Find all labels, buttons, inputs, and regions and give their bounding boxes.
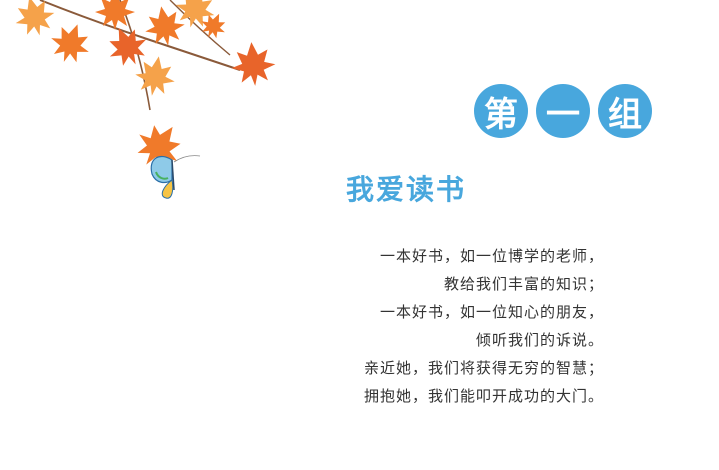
- poem-line: 拥抱她，我们能叩开成功的大门。: [363, 387, 604, 405]
- intro-poem: 一本好书，如一位博学的老师， 教给我们丰富的知识； 一本好书，如一位知心的朋友，…: [364, 242, 604, 410]
- poem-line: 教给我们丰富的知识；: [443, 275, 604, 293]
- group-badge-3: 组: [598, 84, 652, 138]
- poem-line: 亲近她，我们将获得无穷的智慧；: [363, 359, 604, 377]
- group-heading: 第 一 组: [474, 84, 652, 138]
- unit-title: 我爱读书: [346, 173, 467, 206]
- poem-line: 一本好书，如一位博学的老师，: [379, 247, 604, 265]
- group-badge-1: 第: [474, 84, 528, 138]
- butterfly-icon: [150, 155, 201, 199]
- poem-line: 倾听我们的诉说。: [475, 331, 604, 349]
- group-badge-2: 一: [536, 84, 590, 138]
- poem-line: 一本好书，如一位知心的朋友，: [379, 303, 604, 321]
- maple-leaves-icon: [9, 0, 278, 178]
